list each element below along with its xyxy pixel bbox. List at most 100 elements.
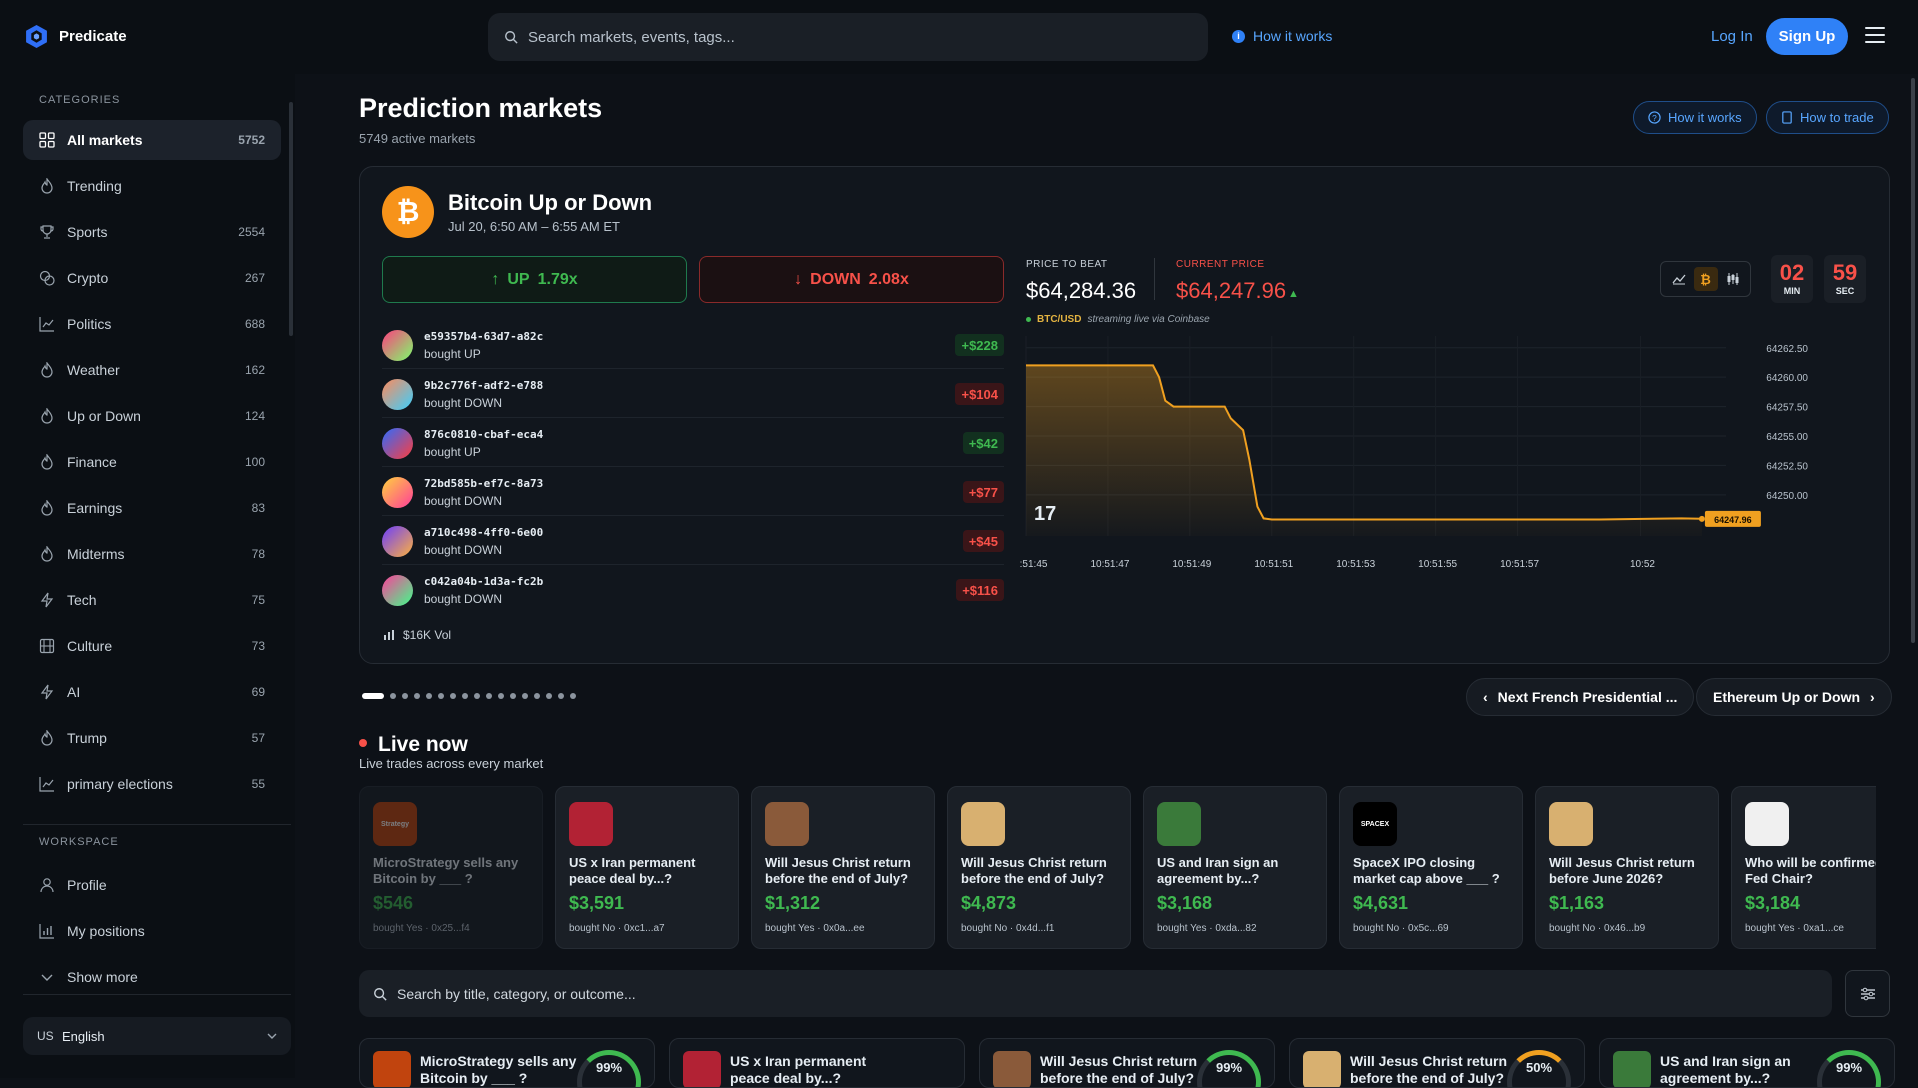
market-thumbnail <box>569 802 613 846</box>
carousel-dot[interactable] <box>402 693 408 699</box>
carousel-dot[interactable] <box>558 693 564 699</box>
carousel-dot[interactable] <box>570 693 576 699</box>
filter-button[interactable] <box>1845 970 1890 1017</box>
sidebar-item-earnings[interactable]: Earnings 83 <box>23 488 281 528</box>
market-question-line: before the end of July? <box>961 871 1105 886</box>
sidebar-item-count: 100 <box>244 455 265 469</box>
market-thumbnail <box>373 1051 411 1087</box>
buy-up-button[interactable]: ↑ UP 1.79x <box>382 256 687 303</box>
carousel-prev-button[interactable]: ‹ Next French Presidential ... <box>1466 678 1695 716</box>
trade-action: bought UP <box>424 347 481 361</box>
carousel-dot[interactable] <box>462 693 468 699</box>
line-chart-icon[interactable] <box>1667 267 1691 291</box>
search-input[interactable] <box>528 28 1188 46</box>
sidebar-item-trending[interactable]: Trending <box>23 166 281 206</box>
sidebar-item-ai[interactable]: AI 69 <box>23 672 281 712</box>
sidebar-item-tech[interactable]: Tech 75 <box>23 580 281 620</box>
login-button[interactable]: Log In <box>1711 28 1753 45</box>
sidebar-item-midterms[interactable]: Midterms 78 <box>23 534 281 574</box>
how-it-works-button[interactable]: ? How it works <box>1633 101 1757 134</box>
trader-id: e59357b4-63d7-a82c <box>424 330 544 343</box>
carousel-dot[interactable] <box>390 693 396 699</box>
carousel-dot[interactable] <box>414 693 420 699</box>
active-markets-count: 5749 active markets <box>359 131 476 146</box>
flame-icon <box>39 499 55 516</box>
market-question: US x Iran permanent peace deal by...? <box>569 855 733 887</box>
carousel-dot[interactable] <box>534 693 540 699</box>
live-trade-card[interactable]: Who will be confirmed as Fed Chair? $3,1… <box>1731 786 1876 949</box>
market-search-input[interactable] <box>397 985 1797 1002</box>
market-title[interactable]: Bitcoin Up or Down <box>448 190 653 215</box>
sidebar-item-politics[interactable]: Politics 688 <box>23 304 281 344</box>
buy-down-button[interactable]: ↓ DOWN 2.08x <box>699 256 1004 303</box>
sidebar-item-culture[interactable]: Culture 73 <box>23 626 281 666</box>
hamburger-menu-icon[interactable] <box>1865 27 1885 43</box>
global-search[interactable] <box>488 13 1208 61</box>
probability-value: 99% <box>1835 1060 1863 1075</box>
sidebar-item-my-positions[interactable]: My positions <box>23 911 281 951</box>
carousel-next-button[interactable]: Ethereum Up or Down › <box>1696 678 1892 716</box>
sidebar-item-finance[interactable]: Finance 100 <box>23 442 281 482</box>
live-trade-card[interactable]: Will Jesus Christ return before the end … <box>947 786 1131 949</box>
carousel-dot[interactable] <box>522 693 528 699</box>
sidebar-item-count: 124 <box>244 409 265 423</box>
market-thumbnail <box>993 1051 1031 1087</box>
carousel-dot[interactable] <box>362 693 384 699</box>
trader-id: 72bd585b-ef7c-8a73 <box>424 477 544 490</box>
carousel-dot[interactable] <box>426 693 432 699</box>
trade-amount: +$42 <box>962 432 1004 454</box>
live-trade-card[interactable]: SPACEX SpaceX IPO closing market cap abo… <box>1339 786 1523 949</box>
language-select[interactable]: US English <box>23 1017 291 1055</box>
sidebar-item-label: Earnings <box>67 500 123 516</box>
sidebar-divider <box>23 824 291 825</box>
bitcoin-mode-icon[interactable]: ₿ <box>1693 267 1718 291</box>
live-trade-card[interactable]: US x Iran permanent peace deal by...? $3… <box>555 786 739 949</box>
page-scrollbar[interactable] <box>1911 78 1915 643</box>
live-trade-card[interactable]: Will Jesus Christ return before the end … <box>751 786 935 949</box>
how-to-trade-button[interactable]: How to trade <box>1766 101 1889 134</box>
carousel-dot[interactable] <box>438 693 444 699</box>
avatar <box>382 330 413 361</box>
sidebar-item-weather[interactable]: Weather 162 <box>23 350 281 390</box>
carousel-dot[interactable] <box>546 693 552 699</box>
market-card[interactable]: Will Jesus Christ return before the end … <box>979 1038 1275 1088</box>
candlestick-icon[interactable] <box>1721 267 1745 291</box>
market-search[interactable] <box>359 970 1832 1017</box>
live-trade-card[interactable]: US and Iran sign an agreement by...? $3,… <box>1143 786 1327 949</box>
market-card[interactable]: Will Jesus Christ return before the end … <box>1289 1038 1585 1088</box>
sidebar-item-sports[interactable]: Sports 2554 <box>23 212 281 252</box>
logo[interactable]: Predicate <box>24 24 127 49</box>
sidebar-item-show-more[interactable]: Show more <box>23 957 281 997</box>
sidebar-item-crypto[interactable]: Crypto 267 <box>23 258 281 298</box>
live-trade-card[interactable]: Will Jesus Christ return before June 202… <box>1535 786 1719 949</box>
trade-amount: +$104 <box>955 383 1004 405</box>
signup-button[interactable]: Sign Up <box>1766 18 1848 55</box>
how-it-works-link[interactable]: i How it works <box>1232 28 1332 44</box>
sidebar-item-primary-elections[interactable]: primary elections 55 <box>23 764 281 804</box>
search-icon <box>374 987 387 1001</box>
carousel-dot[interactable] <box>486 693 492 699</box>
market-card[interactable]: US and Iran sign an agreement by...? 99% <box>1599 1038 1895 1088</box>
price-line <box>1026 364 1702 521</box>
x-tick-label: 10:51:57 <box>1500 559 1539 570</box>
sidebar-item-profile[interactable]: Profile <box>23 865 281 905</box>
sidebar-item-up-or-down[interactable]: Up or Down 124 <box>23 396 281 436</box>
market-question-line: agreement by...? <box>1157 871 1260 886</box>
sidebar: CATEGORIES All markets 5752 Trending Spo… <box>0 74 295 1078</box>
live-trade-card[interactable]: Strategy MicroStrategy sells any Bitcoin… <box>359 786 543 949</box>
sidebar-scrollbar[interactable] <box>289 102 293 336</box>
trade-detail: bought No · 0xc1...a7 <box>569 923 665 934</box>
sidebar-item-all-markets[interactable]: All markets 5752 <box>23 120 281 160</box>
market-thumbnail <box>1613 1051 1651 1087</box>
y-tick-label: 64252.50 <box>1766 461 1808 472</box>
bolt-icon <box>39 592 55 608</box>
carousel-dot[interactable] <box>450 693 456 699</box>
carousel-dot[interactable] <box>510 693 516 699</box>
market-question: US and Iran sign an agreement by...? <box>1660 1053 1791 1086</box>
market-card[interactable]: US x Iran permanent peace deal by...? <box>669 1038 965 1088</box>
carousel-dot[interactable] <box>498 693 504 699</box>
carousel-dot[interactable] <box>474 693 480 699</box>
market-card[interactable]: MicroStrategy sells any Bitcoin by ___ ?… <box>359 1038 655 1088</box>
sidebar-item-count: 73 <box>251 639 265 653</box>
sidebar-item-trump[interactable]: Trump 57 <box>23 718 281 758</box>
